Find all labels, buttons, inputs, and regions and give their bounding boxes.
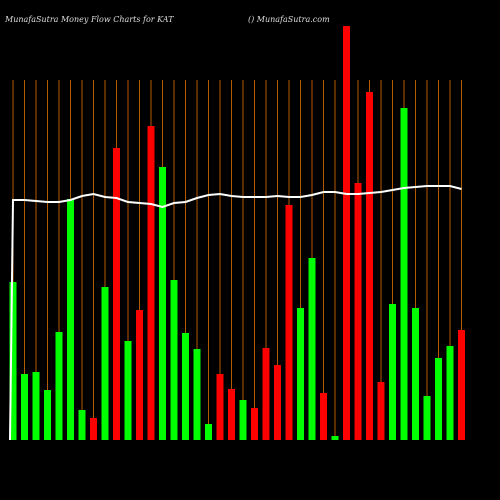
bar (285, 205, 293, 440)
bar (308, 258, 316, 440)
money-flow-line (9, 185, 462, 441)
bar (274, 365, 281, 440)
bar (435, 358, 442, 440)
bar (412, 308, 419, 440)
bar (423, 396, 431, 440)
chart-title: MunafaSutra Money Flow Charts for KAT (4, 15, 174, 24)
bar (90, 418, 97, 440)
bar (159, 167, 166, 440)
bar (400, 108, 408, 440)
bar (44, 390, 51, 440)
bar (458, 330, 465, 440)
chart-subtitle: () MunafaSutra.com (248, 15, 330, 24)
bar (331, 436, 339, 440)
bar (78, 410, 86, 440)
bar (239, 400, 247, 440)
bar (216, 374, 224, 440)
bar (170, 280, 178, 440)
bar (136, 310, 143, 440)
bar (113, 148, 120, 440)
bar (262, 348, 270, 440)
bar (9, 282, 17, 440)
bar (182, 333, 189, 440)
bar (297, 308, 304, 440)
bar (343, 26, 350, 440)
bar (377, 382, 385, 440)
bar (446, 346, 454, 440)
bar (21, 374, 28, 440)
bar (366, 92, 373, 440)
bar (320, 393, 327, 440)
bar (124, 341, 132, 440)
bar (193, 349, 201, 440)
bar (101, 287, 109, 440)
bar (354, 183, 362, 440)
bar (32, 372, 40, 440)
bar (205, 424, 212, 440)
bar (251, 408, 258, 440)
bar (147, 126, 155, 440)
bar (67, 199, 74, 440)
bar (228, 389, 235, 440)
bar (389, 304, 396, 440)
bar (55, 332, 63, 440)
